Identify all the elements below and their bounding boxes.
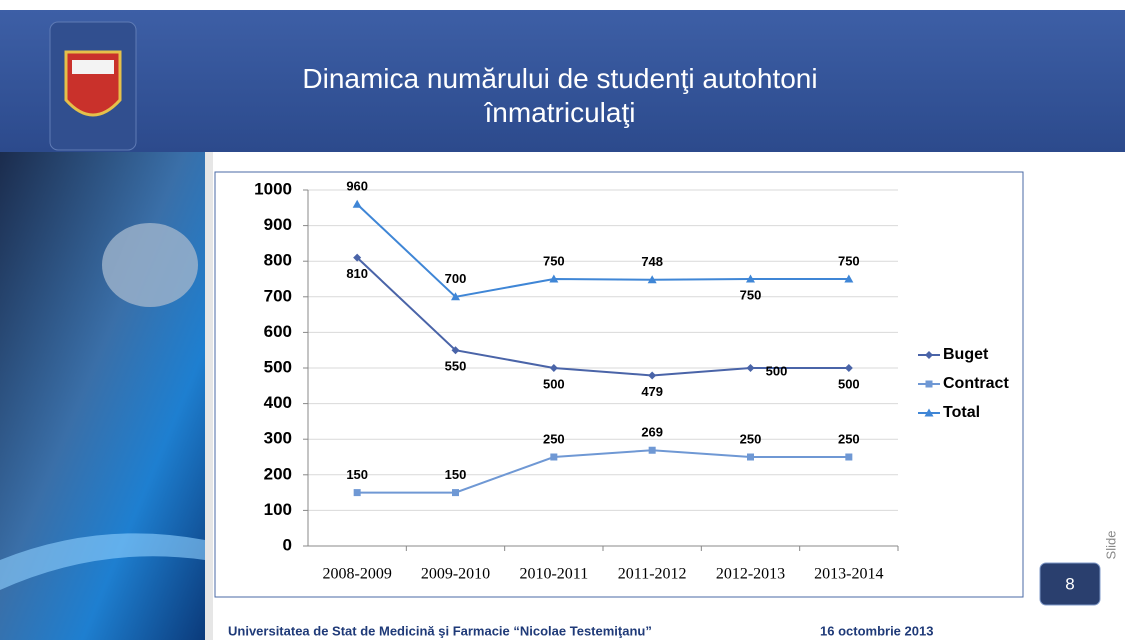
data-point [352, 199, 362, 208]
side-divider [205, 152, 213, 640]
data-label: 500 [543, 376, 565, 391]
legend-label: Buget [943, 346, 989, 363]
x-tick-label: 2010-2011 [519, 566, 588, 583]
data-label: 250 [838, 431, 860, 446]
y-tick-label: 600 [264, 322, 292, 341]
data-point [452, 489, 459, 497]
data-point [648, 446, 656, 454]
data-label: 748 [641, 254, 663, 269]
slide-title: Dinamica numărului de studenţi autohtoni… [302, 63, 818, 128]
header-band [0, 10, 1125, 152]
legend-label: Total [943, 404, 980, 421]
data-label: 479 [641, 384, 663, 399]
legend-label: Contract [943, 375, 1009, 392]
data-label: 500 [838, 376, 860, 391]
data-label: 750 [740, 287, 762, 302]
logo-band [72, 60, 114, 74]
data-point [353, 253, 362, 262]
data-label: 269 [641, 425, 663, 440]
x-tick-label: 2011-2012 [618, 566, 687, 583]
x-tick-label: 2009-2010 [421, 566, 490, 583]
data-point [647, 275, 657, 284]
footer-right: 16 octombrie 2013 [820, 623, 933, 638]
y-tick-label: 0 [283, 535, 292, 554]
data-point [648, 371, 657, 380]
y-tick-label: 700 [264, 286, 292, 305]
data-point [845, 453, 853, 461]
slide-label: Slide [1103, 531, 1118, 560]
legend-marker [924, 408, 934, 417]
y-tick-label: 800 [264, 251, 292, 270]
y-tick-label: 200 [264, 464, 292, 483]
side-figure [102, 223, 198, 307]
data-point [550, 453, 558, 461]
data-point [746, 364, 755, 372]
data-point [451, 292, 460, 301]
footer-left: Universitatea de Stat de Medicină şi Far… [228, 623, 652, 638]
data-label: 960 [346, 179, 368, 194]
data-point [746, 274, 755, 283]
y-tick-label: 300 [264, 429, 292, 448]
data-label: 750 [838, 253, 860, 268]
series-line [356, 256, 849, 377]
series-line [357, 449, 849, 494]
data-label: 750 [543, 253, 565, 268]
legend-marker [925, 380, 933, 388]
data-label: 700 [445, 271, 467, 286]
y-tick-label: 100 [264, 500, 292, 519]
data-point [549, 364, 558, 372]
data-label: 250 [740, 431, 762, 446]
chart-frame [214, 171, 1024, 598]
series-line [356, 203, 849, 298]
data-point [747, 453, 754, 461]
data-point [844, 274, 854, 283]
y-tick-label: 400 [264, 393, 292, 412]
y-tick-label: 500 [264, 357, 292, 376]
data-label: 810 [346, 266, 368, 281]
x-tick-label: 2012-2013 [716, 566, 785, 583]
x-tick-label: 2008-2009 [323, 566, 392, 583]
slide-number: 8 [1065, 574, 1074, 593]
x-tick-label: 2013-2014 [814, 566, 883, 583]
data-label: 550 [445, 359, 467, 374]
data-label: 500 [766, 363, 788, 378]
legend-marker [925, 351, 933, 359]
data-label: 150 [445, 467, 467, 482]
data-point [549, 274, 559, 283]
y-tick-label: 900 [264, 215, 292, 234]
data-point [451, 346, 460, 355]
data-label: 150 [346, 467, 368, 482]
y-tick-label: 1000 [254, 179, 292, 198]
side-swoosh [0, 533, 205, 590]
slide-number-box [1039, 562, 1101, 606]
data-point [844, 364, 853, 372]
data-point [353, 489, 361, 497]
data-label: 250 [543, 431, 565, 446]
